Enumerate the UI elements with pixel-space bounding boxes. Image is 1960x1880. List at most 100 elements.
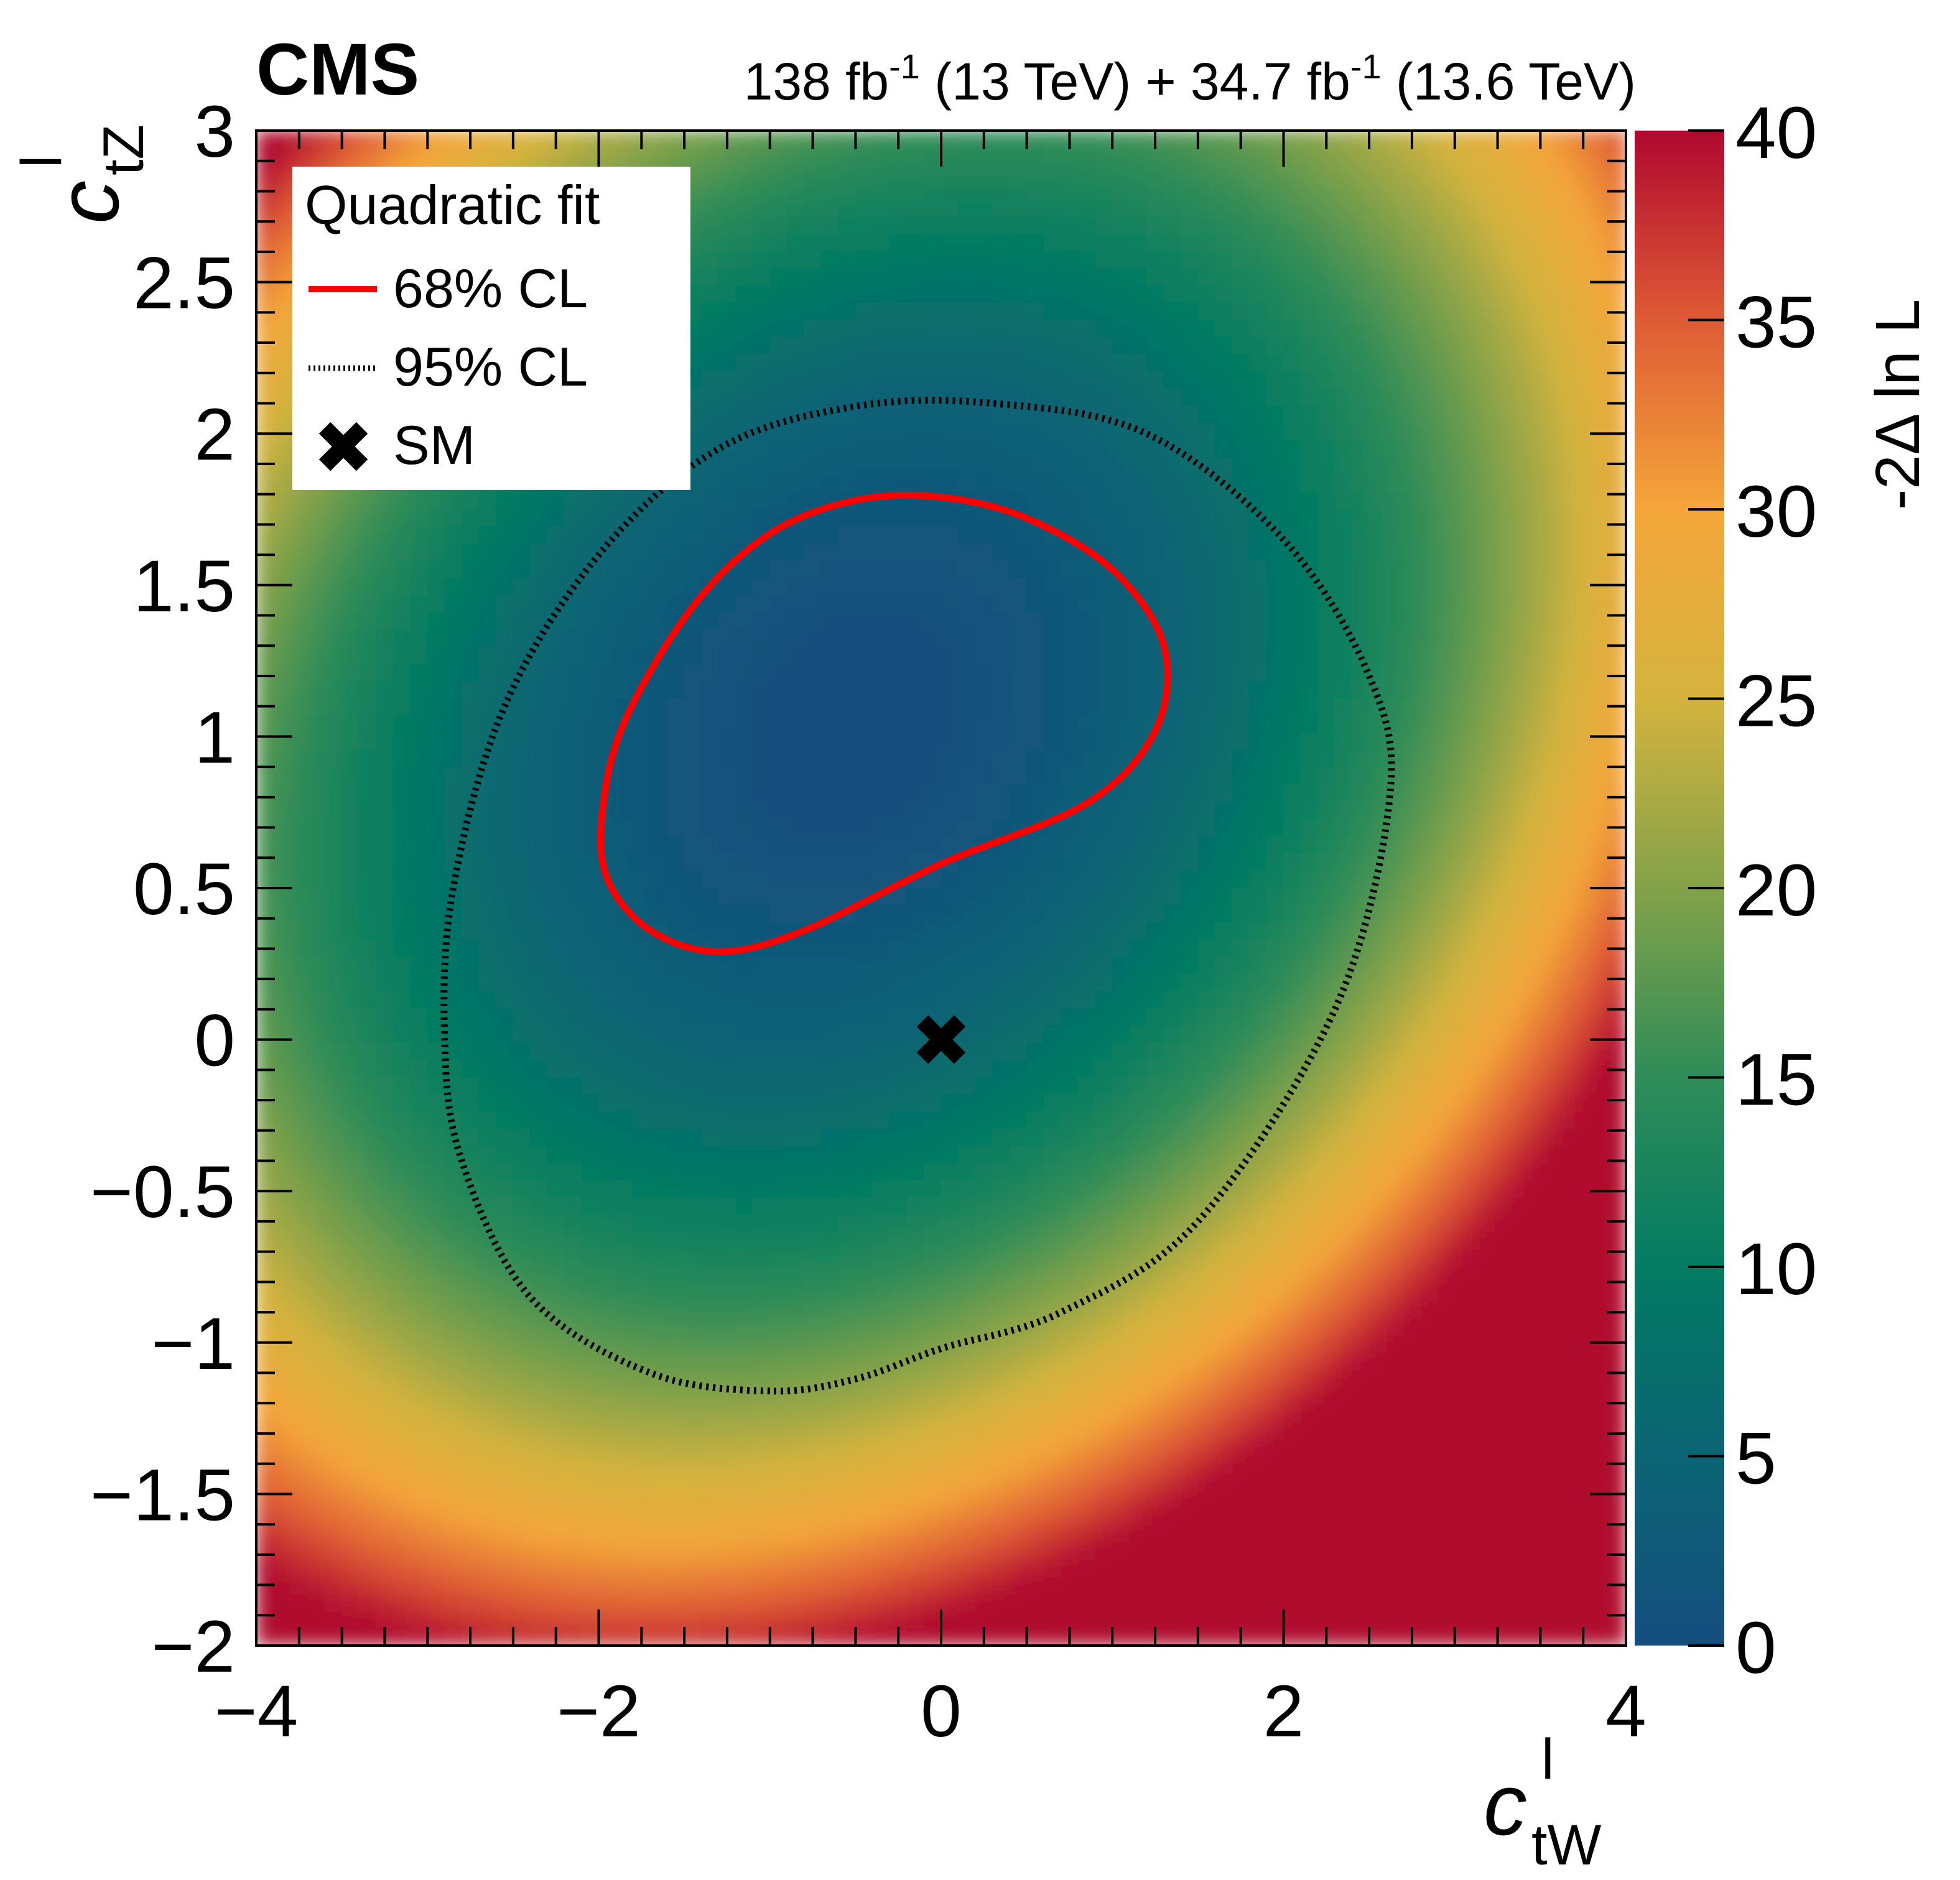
heatmap-cell <box>273 991 291 1009</box>
heatmap-cell <box>924 233 942 252</box>
heatmap-cell <box>392 560 411 579</box>
heatmap-cell <box>581 1456 600 1474</box>
heatmap-cell <box>547 1507 565 1526</box>
heatmap-cell <box>273 147 291 166</box>
heatmap-cell <box>889 939 908 958</box>
heatmap-cell <box>820 199 839 218</box>
heatmap-cell <box>1214 715 1233 734</box>
heatmap-cell <box>820 681 839 700</box>
heatmap-cell <box>307 1473 325 1491</box>
heatmap-cell <box>581 905 600 924</box>
heatmap-cell <box>1146 1352 1164 1371</box>
heatmap-cell <box>820 1129 839 1147</box>
heatmap-cell <box>290 1215 309 1233</box>
heatmap-cell <box>1077 991 1096 1009</box>
heatmap-cell <box>786 802 805 820</box>
heatmap-cell <box>358 526 377 545</box>
heatmap-cell <box>564 1524 582 1543</box>
heatmap-cell <box>718 491 736 510</box>
heatmap-cell <box>495 939 514 958</box>
heatmap-cell <box>941 647 959 665</box>
heatmap-cell <box>1043 1473 1062 1491</box>
heatmap-cell <box>615 784 634 803</box>
heatmap-cell <box>444 1611 462 1629</box>
heatmap-cell <box>701 302 719 321</box>
heatmap-cell <box>273 1284 291 1302</box>
heatmap-cell <box>1009 457 1028 476</box>
heatmap-cell <box>427 698 445 716</box>
heatmap-cell <box>633 870 651 889</box>
heatmap-cell <box>941 887 959 906</box>
heatmap-cell <box>341 733 360 751</box>
heatmap-cell <box>735 629 753 648</box>
heatmap-cell <box>941 131 959 149</box>
heatmap-cell <box>1043 1576 1062 1595</box>
heatmap-cell <box>701 182 719 200</box>
heatmap-cell <box>290 870 309 889</box>
heatmap-cell <box>427 802 445 820</box>
heatmap-cell <box>941 233 959 252</box>
heatmap-cell <box>872 595 891 613</box>
heatmap-cell <box>992 526 1010 545</box>
heatmap-cell <box>461 1507 480 1526</box>
heatmap-cell <box>1163 733 1181 751</box>
heatmap-cell <box>752 1284 771 1302</box>
heatmap-cell <box>769 1232 787 1250</box>
heatmap-cell <box>307 715 325 734</box>
heatmap-cell <box>273 354 291 373</box>
heatmap-cell <box>461 1060 480 1078</box>
heatmap-cell <box>358 1576 377 1595</box>
heatmap-cell <box>1163 578 1181 596</box>
heatmap-cell <box>1009 526 1028 545</box>
heatmap-cell <box>495 147 514 166</box>
heatmap-cell <box>1026 1438 1044 1457</box>
heatmap-cell <box>786 1266 805 1285</box>
heatmap-cell <box>1146 1180 1164 1198</box>
heatmap-cell <box>444 1576 462 1595</box>
heatmap-cell <box>478 1490 496 1509</box>
heatmap-cell <box>633 1490 651 1509</box>
heatmap-cell <box>1129 853 1147 871</box>
heatmap-cell <box>752 715 771 734</box>
heatmap-cell <box>1197 1249 1216 1267</box>
heatmap-cell <box>513 715 531 734</box>
heatmap-cell <box>290 1026 309 1044</box>
heatmap-cell <box>786 1146 805 1164</box>
heatmap-cell <box>529 1387 548 1405</box>
heatmap-cell <box>735 973 753 992</box>
heatmap-cell <box>341 1318 360 1336</box>
heatmap-cell <box>649 1576 668 1595</box>
heatmap-cell <box>1095 647 1113 665</box>
heatmap-cell <box>273 1129 291 1147</box>
heatmap-cell <box>358 887 377 906</box>
heatmap-cell <box>324 491 343 510</box>
heatmap-cell <box>1061 336 1079 355</box>
heatmap-cell <box>256 405 274 424</box>
heatmap-cell <box>684 1611 702 1629</box>
heatmap-cell <box>1077 1163 1096 1182</box>
heatmap-cell <box>529 1215 548 1233</box>
heatmap-cell <box>495 612 514 631</box>
heatmap-cell <box>786 853 805 871</box>
heatmap-cell <box>427 1404 445 1422</box>
heatmap-cell <box>392 1197 411 1216</box>
heatmap-cell <box>1180 1628 1199 1646</box>
heatmap-cell <box>804 818 822 837</box>
heatmap-cell <box>1112 664 1130 682</box>
heatmap-cell <box>906 1387 925 1405</box>
heatmap-cell <box>633 1077 651 1095</box>
heatmap-cell <box>1061 354 1079 373</box>
heatmap-cell <box>547 1421 565 1440</box>
heatmap-cell <box>461 887 480 906</box>
heatmap-cell <box>1180 956 1199 975</box>
heatmap-cell <box>598 922 616 940</box>
heatmap-cell <box>786 1611 805 1629</box>
heatmap-cell <box>376 939 394 958</box>
heatmap-cell <box>273 336 291 355</box>
heatmap-cell <box>290 1180 309 1198</box>
heatmap-cell <box>975 1473 993 1491</box>
heatmap-cell <box>495 578 514 596</box>
heatmap-cell <box>1129 182 1147 200</box>
heatmap-cell <box>1009 423 1028 441</box>
heatmap-cell <box>307 1404 325 1422</box>
